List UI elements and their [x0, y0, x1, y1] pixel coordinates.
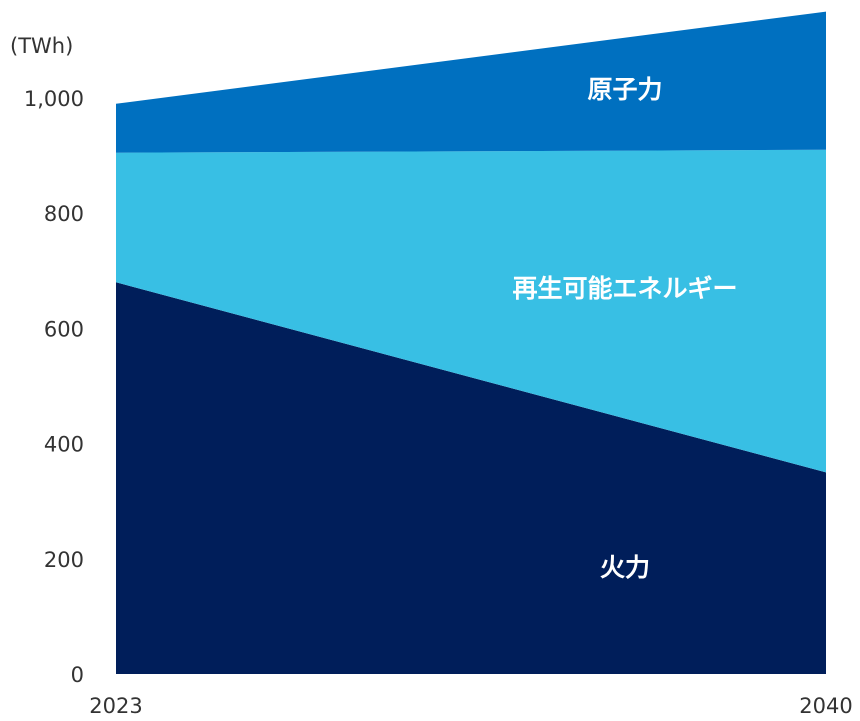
- y-tick-label: 0: [71, 663, 84, 687]
- series-label-thermal: 火力: [600, 553, 650, 582]
- series-label-renewable: 再生可能エネルギー: [512, 274, 737, 303]
- x-tick-label: 2023: [89, 694, 142, 718]
- y-axis-ticks: 0 200 400 600 800 1,000: [24, 87, 84, 687]
- y-tick-label: 800: [44, 202, 84, 226]
- y-tick-label: 400: [44, 433, 84, 457]
- area-renewable: [116, 149, 826, 473]
- y-tick-label: 200: [44, 548, 84, 572]
- y-tick-label: 600: [44, 317, 84, 341]
- y-unit-label: (TWh): [10, 34, 73, 58]
- y-tick-label: 1,000: [24, 87, 84, 111]
- area-thermal: [116, 282, 826, 674]
- x-tick-label: 2040: [799, 694, 852, 718]
- plot-area: [116, 11, 826, 674]
- area-nuclear: [116, 11, 826, 153]
- series-label-nuclear: 原子力: [587, 75, 662, 104]
- x-axis-ticks: 2023 2040: [89, 694, 852, 718]
